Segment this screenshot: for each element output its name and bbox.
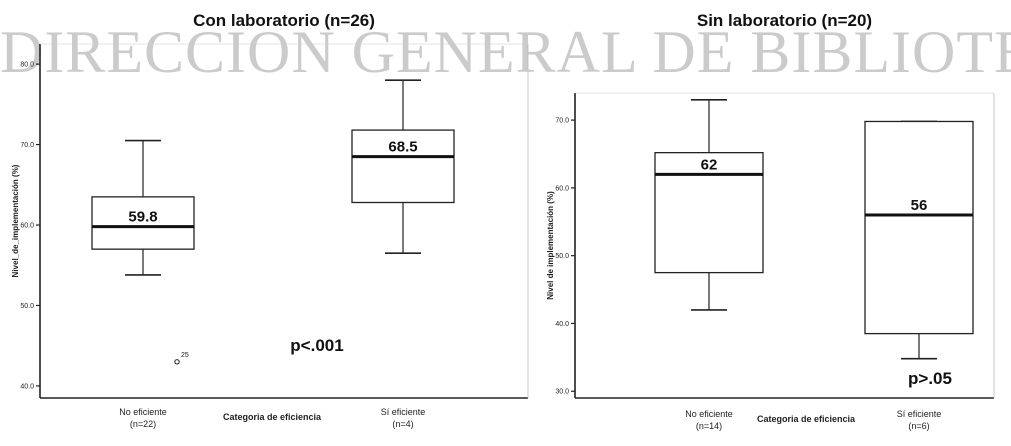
median-label: 68.5 [388,139,417,156]
category-n-label: (n=4) [392,419,413,429]
category-label: No eficiente [119,407,167,417]
iqr-box [864,120,974,335]
y-axis-label: Nivel de implementación (%) [546,191,555,300]
category-n-label: (n=6) [908,421,929,431]
median-label: 62 [701,156,718,173]
iqr-box [654,151,764,274]
chart-title: Sin laboratorio (n=20) [697,11,872,30]
p-value-annotation: p<.001 [290,336,343,355]
y-tick-label: 70.0 [555,118,569,125]
y-tick-label: 40.0 [20,383,34,390]
x-axis-label: Categoria de eficiencia [223,412,322,422]
outlier-label: 25 [181,352,189,359]
category-label: Sí eficiente [381,407,426,417]
category-label: Sí eficiente [897,409,942,419]
x-axis-label: Categoria de eficiencia [757,414,856,424]
median-label: 59.8 [128,209,157,226]
y-tick-label: 80.0 [20,62,34,69]
median-label: 56 [911,197,928,214]
iqr-box [91,196,195,250]
chart-panel-2: Sin laboratorio (n=20) 30.0 40.0 50.0 60.0 70… [546,11,995,431]
category-n-label: (n=14) [696,421,722,431]
chart-panel-1: Con laboratorio (n=26) 40.0 50.0 60.0 70.0 80… [11,11,529,429]
y-tick-label: 60.0 [555,185,569,192]
category-n-label: (n=22) [130,419,156,429]
y-axis-label: Nivel_de_implementación (%) [11,164,20,277]
iqr-box [351,129,455,204]
y-tick-label: 30.0 [555,389,569,396]
y-tick-label: 60.0 [20,223,34,230]
y-tick-label: 50.0 [20,303,34,310]
y-tick-label: 70.0 [20,142,34,149]
outlier-point [174,359,180,365]
y-tick-label: 40.0 [555,321,569,328]
y-tick-label: 50.0 [555,253,569,260]
category-label: No eficiente [685,409,733,419]
p-value-annotation: p>.05 [908,369,952,388]
chart-title: Con laboratorio (n=26) [193,11,375,30]
